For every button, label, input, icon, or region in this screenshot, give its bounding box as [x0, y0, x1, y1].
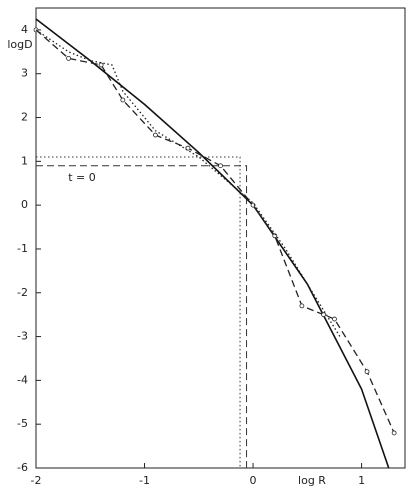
x-axis-label: log R [298, 474, 326, 487]
x-tick-label: -1 [139, 474, 150, 487]
point [391, 430, 397, 436]
y-tick-label: -5 [17, 417, 28, 430]
point [299, 303, 305, 309]
y-tick-label: 4 [21, 23, 28, 36]
point [66, 55, 71, 61]
point [364, 369, 370, 375]
reference-line [36, 156, 241, 468]
y-tick-label: 3 [21, 67, 28, 80]
point [332, 316, 337, 322]
reference-line [36, 165, 248, 468]
y-tick-label: 2 [21, 111, 28, 124]
y-tick-label: 0 [21, 198, 28, 211]
x-tick-label: 1 [358, 474, 365, 487]
point [218, 163, 223, 169]
point [98, 62, 104, 68]
x-tick-label: 0 [250, 474, 257, 487]
y-tick-label: -6 [17, 461, 28, 474]
y-tick-label: -4 [17, 373, 28, 386]
plot-frame [35, 7, 406, 469]
point [321, 312, 327, 318]
point [120, 97, 126, 103]
y-axis-label: logD [7, 38, 32, 51]
point [152, 132, 158, 138]
annotation: t = 0 [68, 171, 96, 184]
y-tick-label: -1 [17, 242, 28, 255]
y-tick-label: 1 [21, 154, 28, 167]
series-line [35, 18, 390, 469]
y-tick-label: -2 [17, 286, 28, 299]
series-line [35, 29, 395, 434]
y-tick-label: -3 [17, 330, 28, 343]
x-tick-label: -2 [31, 474, 42, 487]
